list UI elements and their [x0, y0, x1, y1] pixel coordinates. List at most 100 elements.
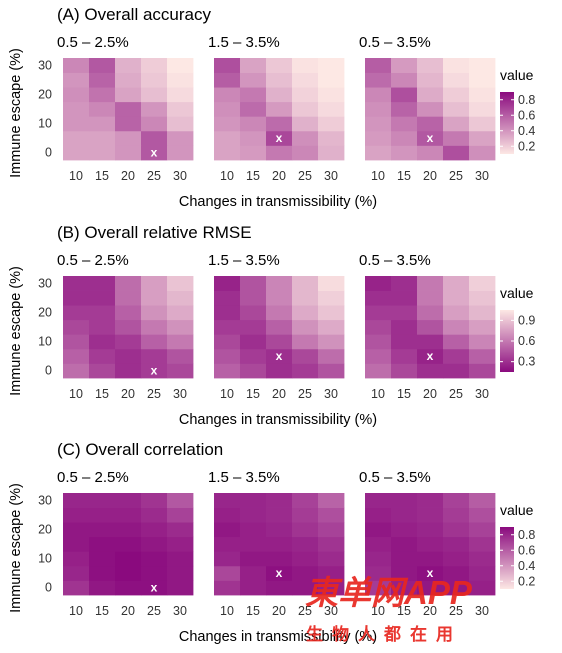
heatmap-cell: [443, 551, 470, 567]
heatmap-cell: [391, 551, 418, 567]
heatmap-cell: [443, 507, 470, 523]
heatmap-cell: [115, 565, 142, 581]
heatmap-cell: [318, 72, 345, 88]
heatmap-cell: [365, 348, 392, 364]
heatmap-cell: [63, 551, 90, 567]
heatmap-cell: [89, 305, 116, 321]
heatmap-cell: [292, 348, 319, 364]
heatmap-cell: [391, 116, 418, 132]
facet-label: 0.5 – 2.5%: [57, 469, 129, 486]
heatmap-cell: [391, 580, 418, 596]
x-tick-label: 25: [449, 604, 463, 618]
heatmap-cell: [417, 551, 444, 567]
heatmap-cell: [391, 130, 418, 146]
heatmap-cell: [391, 145, 418, 161]
heatmap-cell: [141, 565, 168, 581]
facet-panel: 0.5 – 3.5% x 10 15 20 25 30: [359, 252, 496, 401]
heatmap-cell: [266, 348, 293, 364]
heatmap-cell: [266, 551, 293, 567]
heatmap-cell: [214, 58, 241, 73]
x-tick-label: 25: [147, 604, 161, 618]
heatmap-cell: [115, 145, 142, 161]
y-tick-label: 30: [38, 276, 52, 290]
heatmap-cell: [141, 522, 168, 538]
heatmap-cell: [443, 145, 470, 161]
heatmap-cell: [214, 363, 241, 379]
heatmap-cell: [266, 507, 293, 523]
heatmap-cell: [141, 130, 168, 146]
heatmap-cell: [167, 536, 194, 552]
heatmap-cell: [266, 72, 293, 88]
heatmap-cell: [115, 130, 142, 146]
heatmap-cell: [167, 101, 194, 117]
heatmap-cell: [167, 580, 194, 596]
x-tick-label: 20: [272, 604, 286, 618]
heatmap-cell: [469, 305, 496, 321]
x-tick-label: 25: [298, 169, 312, 183]
facet-panel: 0.5 – 3.5% x 10 15 20 25 30: [359, 34, 496, 183]
heatmap-cell: [141, 101, 168, 117]
heatmap-cell: [391, 348, 418, 364]
heatmap-cell: [417, 319, 444, 335]
heatmap-cell: [240, 565, 267, 581]
heatmap-cell: [63, 58, 90, 73]
y-axis-label: Immune escape (%): [8, 483, 24, 613]
panel-title: (C) Overall correlation: [57, 440, 223, 459]
x-tick-label: 15: [95, 604, 109, 618]
heatmap-cell: [469, 145, 496, 161]
y-tick-label: 10: [38, 117, 52, 131]
heatmap-cell: [318, 334, 345, 350]
heatmap-cell: [141, 87, 168, 103]
legend-tick-label: 0.9: [518, 313, 535, 327]
heatmap-cell: [240, 305, 267, 321]
heatmap-cell: [63, 565, 90, 581]
heatmap-cell: [266, 87, 293, 103]
heatmap-cell: [391, 305, 418, 321]
panel-title: (A) Overall accuracy: [57, 5, 211, 24]
optimal-marker: x: [427, 131, 434, 145]
legend-tick-label: 0.6: [518, 334, 535, 348]
heatmap-cell: [292, 319, 319, 335]
optimal-marker: x: [151, 581, 158, 595]
heatmap-cell: [89, 334, 116, 350]
heatmap-cell: [417, 348, 444, 364]
heatmap-cell: [266, 101, 293, 117]
heatmap-cell: [365, 334, 392, 350]
heatmap-cell: [417, 522, 444, 538]
heatmap-cell: [214, 334, 241, 350]
heatmap-cell: [240, 493, 267, 508]
heatmap-cell: [266, 565, 293, 581]
heatmap-cell: [318, 290, 345, 306]
heatmap-figure: (A) Overall accuracy 0.5 – 2.5% x 10 15 20 25 3…: [8, 5, 535, 645]
optimal-marker: x: [276, 131, 283, 145]
heatmap-cell: [318, 305, 345, 321]
color-legend: value 0.3 0.6 0.9: [500, 285, 535, 372]
heatmap-cell: [115, 507, 142, 523]
x-tick-label: 30: [173, 387, 187, 401]
y-tick-label: 20: [38, 305, 52, 319]
y-tick-label: 30: [38, 58, 52, 72]
heatmap-cell: [63, 290, 90, 306]
heatmap-cell: [63, 130, 90, 146]
y-tick-label: 10: [38, 552, 52, 566]
heatmap-cell: [417, 72, 444, 88]
heatmap-cell: [141, 536, 168, 552]
heatmap-cell: [240, 551, 267, 567]
heatmap-cell: [167, 493, 194, 508]
heatmap-cell: [443, 493, 470, 508]
x-tick-label: 10: [69, 604, 83, 618]
facet-label: 0.5 – 2.5%: [57, 252, 129, 269]
facet-panel: 0.5 – 3.5% x 10 15 20 25 30: [359, 469, 496, 618]
optimal-marker: x: [276, 349, 283, 363]
legend-tick-label: 0.8: [518, 528, 535, 542]
heatmap-cell: [469, 348, 496, 364]
heatmap-cell: [443, 116, 470, 132]
heatmap-cell: [443, 290, 470, 306]
x-tick-label: 20: [272, 387, 286, 401]
x-tick-label: 10: [220, 387, 234, 401]
heatmap-cell: [417, 580, 444, 596]
heatmap-cell: [417, 305, 444, 321]
heatmap-cell: [214, 507, 241, 523]
heatmap-cell: [391, 493, 418, 508]
